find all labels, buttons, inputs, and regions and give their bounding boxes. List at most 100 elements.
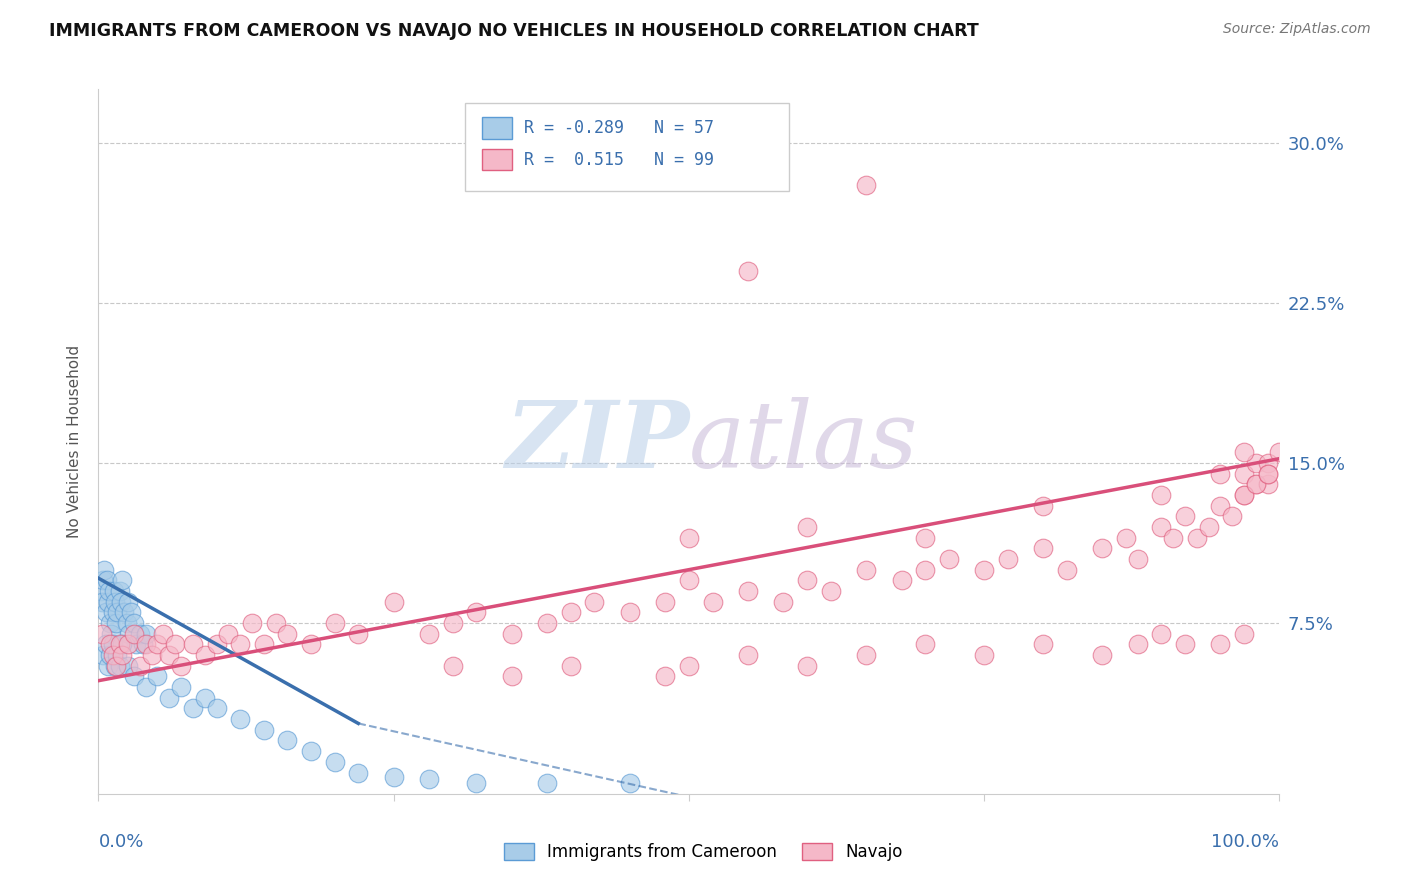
Point xyxy=(165,637,187,651)
Point xyxy=(103,584,125,599)
Point xyxy=(501,669,523,683)
Point xyxy=(117,637,139,651)
Text: IMMIGRANTS FROM CAMEROON VS NAVAJO NO VEHICLES IN HOUSEHOLD CORRELATION CHART: IMMIGRANTS FROM CAMEROON VS NAVAJO NO VE… xyxy=(49,22,979,40)
Point xyxy=(855,178,877,193)
Point xyxy=(1115,531,1137,545)
Point xyxy=(347,765,370,780)
Point xyxy=(205,637,228,651)
Point xyxy=(93,563,115,577)
Point xyxy=(418,772,440,786)
Point xyxy=(97,595,120,609)
Point xyxy=(796,658,818,673)
Point xyxy=(118,626,141,640)
Point xyxy=(1150,626,1173,640)
Point xyxy=(117,595,139,609)
Point xyxy=(1233,445,1256,459)
Point xyxy=(122,669,145,683)
Point xyxy=(1126,552,1149,566)
Point xyxy=(1244,456,1267,470)
Point xyxy=(1220,509,1243,524)
Point xyxy=(536,776,558,790)
Point xyxy=(418,626,440,640)
Point xyxy=(122,615,145,630)
Point xyxy=(105,606,128,620)
Point xyxy=(125,637,148,651)
Point xyxy=(253,637,276,651)
Point xyxy=(94,637,117,651)
Point xyxy=(1126,637,1149,651)
Point xyxy=(101,637,124,651)
Point xyxy=(1091,541,1114,556)
Point xyxy=(100,626,122,640)
Point xyxy=(299,637,322,651)
Point xyxy=(1257,467,1279,481)
Point xyxy=(157,690,180,705)
Point xyxy=(382,770,405,784)
Point xyxy=(264,615,287,630)
Point xyxy=(1185,531,1208,545)
Point xyxy=(914,563,936,577)
Point xyxy=(98,584,121,599)
Point xyxy=(737,263,759,277)
Point xyxy=(253,723,276,737)
Point xyxy=(619,606,641,620)
Text: R = -0.289   N = 57: R = -0.289 N = 57 xyxy=(523,119,714,137)
Point xyxy=(973,563,995,577)
Point xyxy=(121,606,143,620)
Point xyxy=(101,648,124,662)
Y-axis label: No Vehicles in Household: No Vehicles in Household xyxy=(67,345,83,538)
Point xyxy=(105,615,128,630)
Point xyxy=(96,574,118,588)
FancyBboxPatch shape xyxy=(464,103,789,192)
Point xyxy=(560,658,582,673)
Point xyxy=(347,626,370,640)
Point xyxy=(170,680,193,694)
Text: Source: ZipAtlas.com: Source: ZipAtlas.com xyxy=(1223,22,1371,37)
Point xyxy=(1244,477,1267,491)
Point xyxy=(678,574,700,588)
Point xyxy=(229,637,252,651)
Point xyxy=(1233,626,1256,640)
Point xyxy=(104,595,127,609)
Point xyxy=(1244,477,1267,491)
Bar xyxy=(482,118,512,138)
Point xyxy=(98,637,121,651)
Point xyxy=(678,658,700,673)
Point xyxy=(91,574,114,588)
Legend: Immigrants from Cameroon, Navajo: Immigrants from Cameroon, Navajo xyxy=(496,836,910,868)
Point xyxy=(796,574,818,588)
Point xyxy=(122,626,145,640)
Text: 100.0%: 100.0% xyxy=(1212,832,1279,851)
Point xyxy=(98,648,121,662)
Point xyxy=(141,648,163,662)
Point xyxy=(914,637,936,651)
Point xyxy=(536,615,558,630)
Point xyxy=(1233,467,1256,481)
Point xyxy=(152,626,174,640)
Point xyxy=(501,626,523,640)
Point xyxy=(796,520,818,534)
Point xyxy=(101,606,124,620)
Point xyxy=(111,574,134,588)
Point xyxy=(110,595,132,609)
Point xyxy=(94,606,117,620)
Point xyxy=(1209,637,1232,651)
Point xyxy=(1257,456,1279,470)
Point xyxy=(240,615,263,630)
Point xyxy=(737,584,759,599)
Point xyxy=(1032,499,1054,513)
Point xyxy=(583,595,606,609)
Point xyxy=(1257,477,1279,491)
Point xyxy=(654,595,676,609)
Point xyxy=(135,680,157,694)
Point xyxy=(194,690,217,705)
Point xyxy=(128,658,150,673)
Point xyxy=(111,648,134,662)
Point xyxy=(205,701,228,715)
Point xyxy=(560,606,582,620)
Point xyxy=(194,648,217,662)
Point xyxy=(938,552,960,566)
Point xyxy=(115,615,138,630)
Point xyxy=(299,744,322,758)
Point xyxy=(1150,488,1173,502)
